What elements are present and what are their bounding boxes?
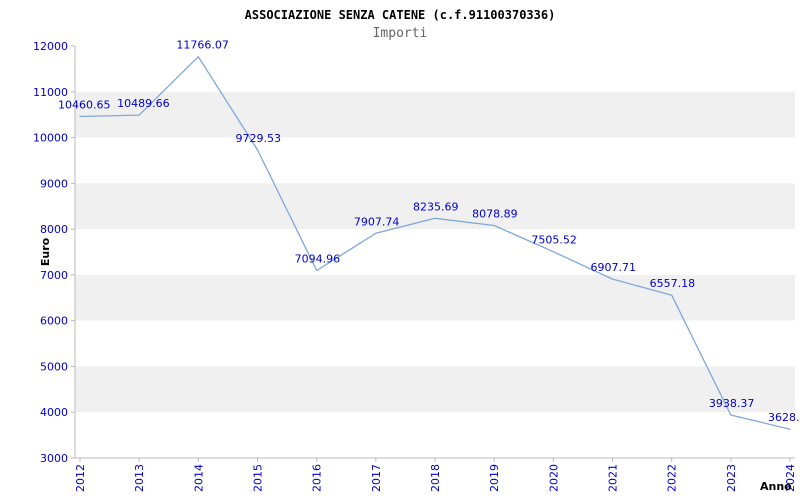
chart-subtitle: Importi [372, 26, 428, 41]
y-tick-label: 12000 [33, 40, 68, 53]
data-point-label: 10489.66 [117, 97, 169, 110]
data-point-label: 8078.89 [472, 207, 517, 220]
y-tick-label: 6000 [40, 315, 68, 328]
data-point-label: 9729.53 [236, 132, 282, 145]
data-point-label: 6907.71 [591, 261, 637, 274]
x-axis-title: Anno [760, 480, 792, 493]
x-tick-label: 2014 [192, 464, 205, 492]
x-tick-label: 2016 [311, 464, 324, 492]
data-point-label: 3938.37 [709, 397, 755, 410]
x-tick-label: 2021 [607, 464, 620, 492]
data-point-label: 3628.2 [768, 411, 800, 424]
x-tick-label: 2015 [252, 464, 265, 492]
y-tick-label: 4000 [40, 406, 68, 419]
plot-band [75, 183, 795, 230]
x-tick-label: 2012 [74, 464, 87, 492]
chart-title: ASSOCIAZIONE SENZA CATENE (c.f.911003703… [244, 8, 556, 22]
x-tick-label: 2017 [370, 464, 383, 492]
x-tick-label: 2022 [666, 464, 679, 492]
data-point-label: 11766.07 [176, 39, 229, 52]
importi-series-line [79, 56, 791, 430]
y-tick-label: 3000 [40, 452, 68, 465]
x-tick-label: 2018 [429, 464, 442, 492]
data-point-label: 10460.65 [58, 98, 111, 111]
y-tick-label: 8000 [40, 223, 68, 236]
plot-band [75, 229, 795, 275]
plot-band [75, 412, 795, 458]
x-tick-label: 2019 [488, 464, 501, 492]
data-point-label: 8235.69 [413, 200, 459, 213]
data-point-label: 7094.96 [295, 253, 341, 266]
plot-band [75, 91, 795, 138]
y-tick-label: 11000 [33, 86, 68, 99]
plot-band [75, 366, 795, 413]
plot-band [75, 137, 795, 184]
data-point-label: 7505.52 [531, 234, 577, 247]
data-point-label: 6557.18 [650, 277, 696, 290]
plot-band [75, 320, 795, 367]
plot-band [75, 46, 795, 92]
y-tick-label: 5000 [40, 360, 68, 373]
x-tick-label: 2023 [725, 464, 738, 492]
x-tick-label: 2013 [133, 464, 146, 492]
y-axis-title: Euro [39, 237, 52, 266]
plot-band [75, 274, 795, 321]
data-point-label: 7907.74 [354, 215, 400, 228]
y-tick-label: 10000 [33, 132, 68, 145]
x-tick-label: 2020 [547, 464, 560, 492]
x-tick-label: 2024 [784, 464, 797, 492]
y-tick-label: 7000 [40, 269, 68, 282]
y-tick-label: 9000 [40, 177, 68, 190]
